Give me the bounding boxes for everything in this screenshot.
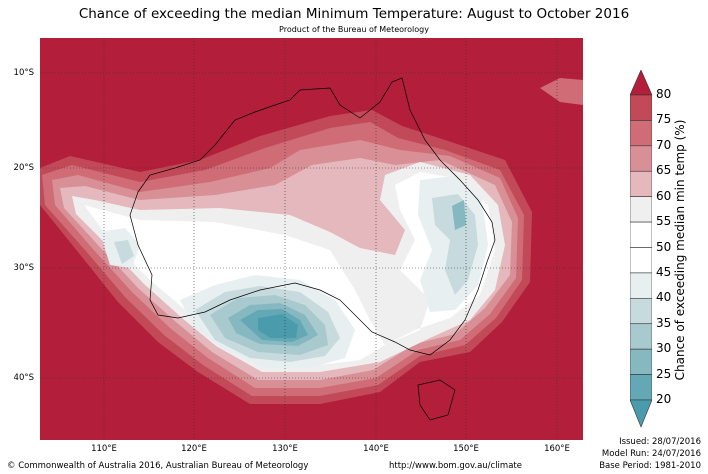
lon-label: 140°E (363, 444, 389, 454)
contour-50 (84, 172, 495, 365)
map-subtitle: Product of the Bureau of Meteorology (279, 25, 429, 34)
colorbar-tick: 25 (656, 366, 672, 381)
png-patch (540, 78, 583, 105)
lat-label: 20°S (13, 163, 34, 173)
colorbar-segment (630, 145, 652, 172)
gridlines (40, 38, 583, 440)
lon-label: 110°E (91, 444, 117, 454)
contour-35-east (432, 194, 478, 295)
colorbar-segment (630, 272, 652, 299)
colorbar-segment (630, 94, 652, 121)
colorbar-segment (630, 120, 652, 147)
colorbar-tick: 75 (656, 112, 672, 127)
colorbar-tick: 20 (656, 392, 672, 406)
australia-coastline (129, 77, 496, 356)
colorbar-label: Chance of exceeding median min temp (%) (673, 119, 687, 381)
lat-label: 40°S (13, 373, 34, 383)
lon-label: 130°E (272, 444, 298, 454)
colorbar-segment (630, 374, 652, 401)
contour-20-inner (258, 314, 298, 338)
contour-east-patch (452, 200, 466, 230)
colorbar-tick: 65 (656, 163, 672, 178)
colorbar-tick: 55 (656, 214, 672, 229)
lat-label: 30°S (13, 263, 34, 273)
colorbar-tick: 40 (656, 290, 672, 305)
probability-map (40, 38, 583, 440)
colorbar-segment (630, 348, 652, 375)
colorbar-segment (630, 247, 652, 274)
colorbar-segment (630, 196, 652, 223)
lon-label: 160°E (544, 444, 570, 454)
colorbar-extend-max (630, 70, 652, 96)
contour-35-west (114, 240, 134, 264)
colorbar-tick: 35 (656, 315, 672, 330)
colorbar-tick: 45 (656, 264, 672, 279)
model-run-date: Model Run: 24/07/2016 (601, 449, 701, 459)
colorbar-tick: 80 (656, 87, 672, 101)
tasmania-coastline (417, 379, 456, 421)
colorbar-segment (630, 298, 652, 325)
colorbar-segment (630, 221, 652, 248)
colorbar-segment (630, 170, 652, 197)
copyright-text: © Commonwealth of Australia 2016, Austra… (7, 461, 309, 471)
colorbar-segment (630, 323, 652, 350)
colorbar (630, 70, 652, 428)
colorbar-tick: 30 (656, 341, 672, 356)
colorbar-extend-min (630, 399, 652, 428)
lat-label: 10°S (13, 68, 34, 78)
lon-label: 120°E (181, 444, 207, 454)
issued-date: Issued: 28/07/2016 (619, 437, 701, 447)
colorbar-tick: 50 (656, 239, 672, 254)
map-title: Chance of exceeding the median Minimum T… (78, 6, 630, 22)
colorbar-tick: 60 (656, 188, 672, 203)
colorbar-tick: 70 (656, 137, 672, 152)
lon-label: 150°E (453, 444, 479, 454)
source-url[interactable]: http://www.bom.gov.au/climate (389, 461, 522, 471)
base-period: Base Period: 1981-2010 (599, 461, 701, 471)
